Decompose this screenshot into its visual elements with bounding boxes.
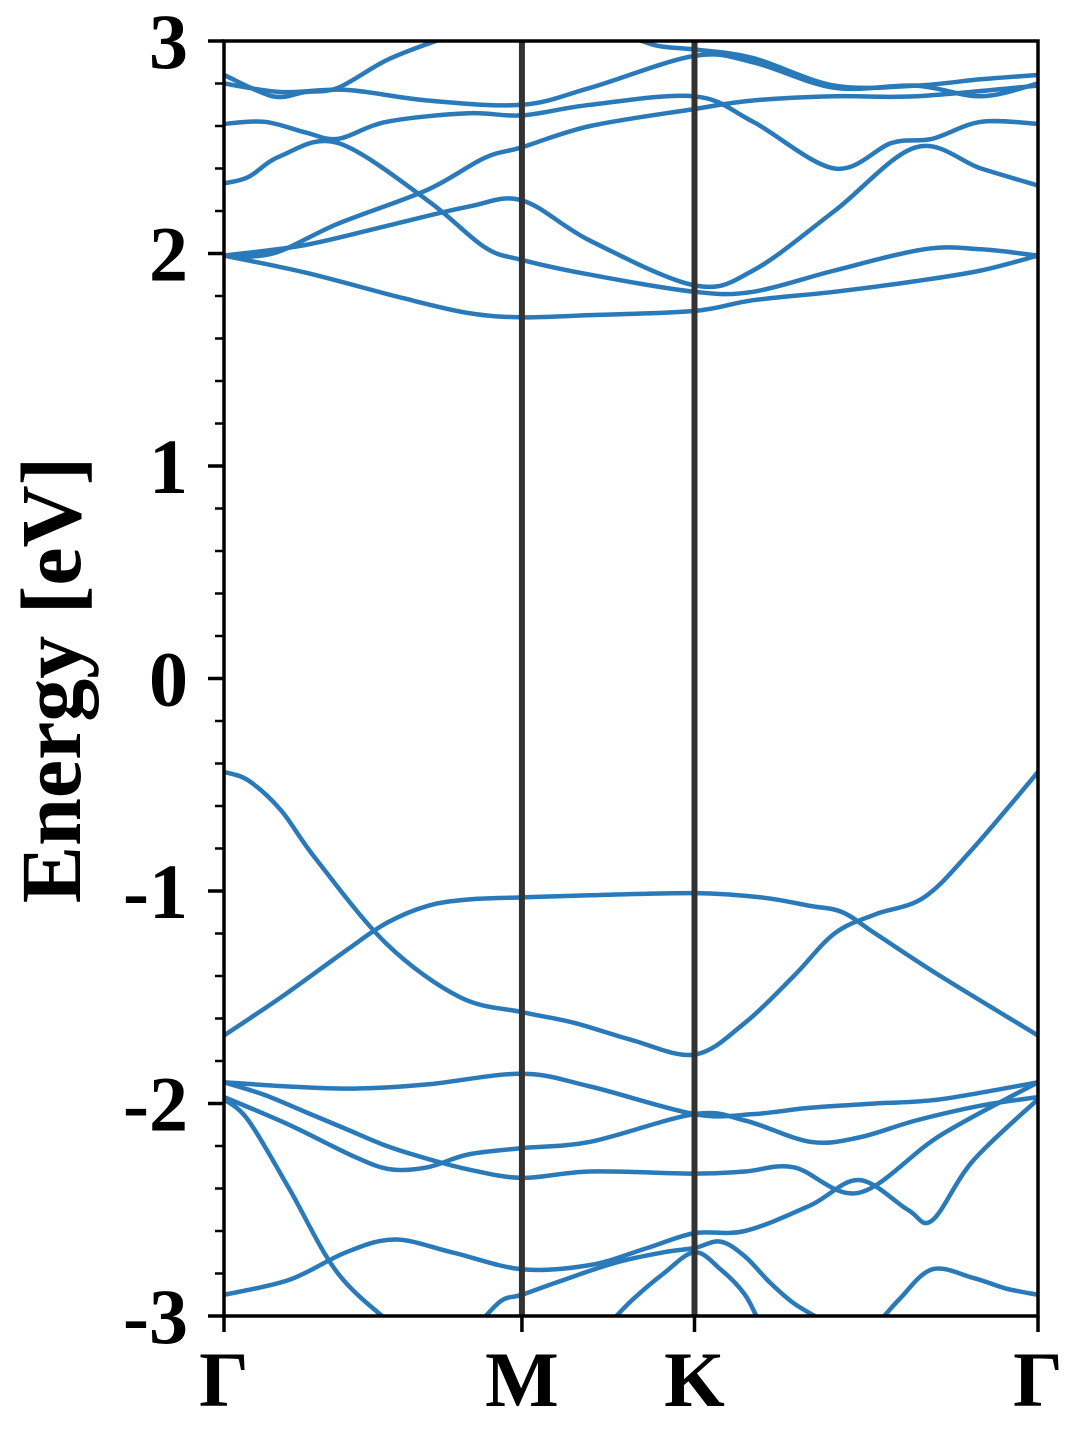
x-tick-label-3: K [664, 1336, 725, 1423]
band-line-12 [224, 143, 1038, 290]
y-axis: -3 -2 -1 0 1 2 3 [123, 0, 224, 1360]
x-tick-label-1: Γ [199, 1336, 249, 1423]
y-tick-label: 0 [149, 636, 188, 723]
band-line-4 [224, 1080, 1038, 1196]
band-line-2 [224, 890, 1038, 1038]
band-line-6 [224, 1097, 386, 1316]
kpoint-lines [518, 41, 698, 1316]
y-tick-label: 2 [149, 211, 188, 298]
y-tick-label: 1 [149, 423, 188, 510]
band-line-11 [224, 253, 1038, 320]
band-line-5 [224, 1094, 1038, 1173]
plot-frame [222, 39, 1040, 1318]
band-lines [224, 41, 1038, 1316]
y-axis-label: Energy [eV] [3, 457, 99, 904]
band-line-14 [224, 138, 1038, 297]
y-tick-label: -1 [123, 848, 188, 935]
band-line-15 [224, 93, 1038, 171]
band-line-13 [224, 83, 1038, 259]
band-line-3 [224, 1071, 1038, 1119]
plot-border [222, 39, 1040, 1318]
y-tick-label: 3 [149, 0, 188, 85]
y-tick-label: -3 [123, 1273, 188, 1360]
x-tick-label-4: Γ [1013, 1336, 1063, 1423]
band-line-7 [224, 1097, 1038, 1297]
band-line-1 [224, 769, 1038, 1058]
x-tick-label-2: M [485, 1336, 559, 1423]
band-line-10 [881, 1266, 1038, 1316]
y-tick-label: -2 [123, 1061, 188, 1148]
band-line-17 [224, 41, 443, 100]
band-line-18 [635, 41, 1038, 91]
